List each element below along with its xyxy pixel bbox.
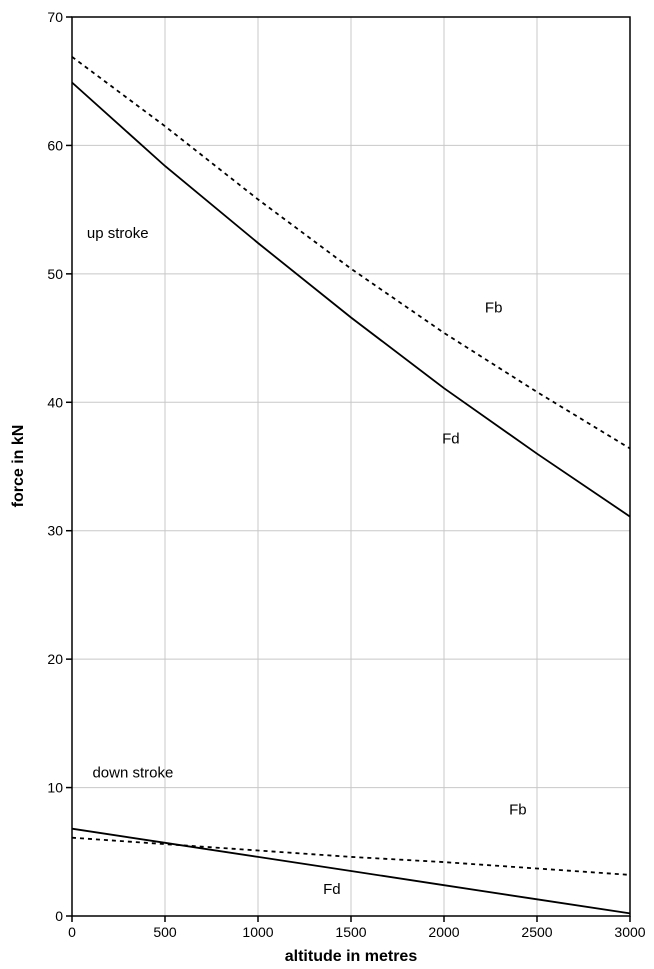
- annotation-label: down stroke: [92, 764, 173, 781]
- y-tick-label: 40: [47, 394, 63, 410]
- y-axis-title: force in kN: [10, 425, 27, 508]
- down-stroke-fb-line: [71, 836, 631, 876]
- up-stroke-fd-line: [71, 81, 631, 518]
- x-tick-label: 2500: [521, 924, 552, 940]
- x-tick-label: 1500: [335, 924, 366, 940]
- annotation-label: Fb: [509, 802, 527, 819]
- y-tick-label: 30: [47, 523, 63, 539]
- y-tick-label: 20: [47, 651, 63, 667]
- x-tick-label: 2000: [428, 924, 459, 940]
- x-tick-label: 3000: [614, 924, 645, 940]
- x-tick-label: 500: [153, 924, 177, 940]
- y-tick-label: 50: [47, 266, 63, 282]
- annotation-label: up stroke: [87, 225, 149, 242]
- annotation-label: Fd: [323, 881, 341, 898]
- y-tick-label: 0: [55, 908, 63, 924]
- annotation-label: Fb: [485, 299, 503, 316]
- series-lines: [71, 56, 631, 915]
- y-tick-label: 70: [47, 9, 63, 25]
- y-tick-label: 10: [47, 780, 63, 796]
- x-tick-label: 0: [68, 924, 76, 940]
- tick-labels: 0 500 1000 1500 2000 2500 3000 0 10 20 30 40 50 60 70: [47, 9, 645, 940]
- y-tick-label: 60: [47, 137, 63, 153]
- annotations: up stroke Fb Fd down stroke Fb Fd: [87, 225, 527, 898]
- x-tick-label: 1000: [242, 924, 273, 940]
- grid: [72, 17, 630, 916]
- annotation-label: Fd: [442, 430, 460, 447]
- x-axis-title: altitude in metres: [285, 948, 418, 965]
- down-stroke-fd-line: [71, 827, 631, 915]
